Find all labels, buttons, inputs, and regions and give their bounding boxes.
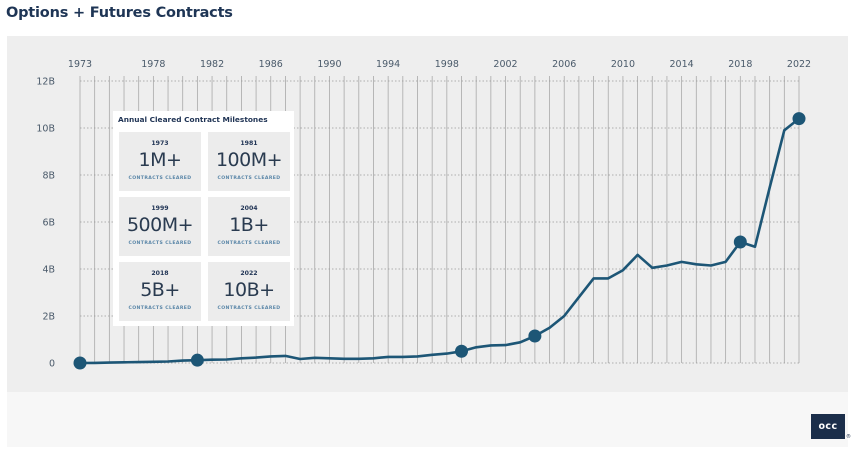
milestone-marker <box>455 344 469 358</box>
x-tick-label: 1973 <box>68 59 92 70</box>
milestone-value: 1B+ <box>229 214 269 236</box>
milestone-value: 100M+ <box>215 149 283 171</box>
y-tick-label: 6B <box>42 218 55 229</box>
milestones-title: Annual Cleared Contract Milestones <box>118 115 268 124</box>
milestone-value: 500M+ <box>126 214 194 236</box>
milestone-label: CONTRACTS CLEARED <box>128 241 192 246</box>
milestones-panel: Annual Cleared Contract Milestones 1973 … <box>113 111 294 326</box>
milestone-label: CONTRACTS CLEARED <box>217 176 281 181</box>
milestone-marker <box>528 329 542 343</box>
milestone-markers <box>73 112 806 370</box>
x-axis-ticks: 1973 1978 1982 1986 1990 1994 1998 2002 2006 2010… <box>68 59 811 70</box>
milestone-card-1973: 1973 1M+ CONTRACTS CLEARED <box>119 132 201 191</box>
occ-logo: occ <box>811 414 845 439</box>
x-tick-label: 1994 <box>376 59 400 70</box>
milestone-year: 2018 <box>151 270 169 277</box>
footer-bar <box>7 392 848 447</box>
milestone-marker <box>190 353 204 367</box>
milestone-marker <box>73 356 87 370</box>
milestone-card-1999: 1999 500M+ CONTRACTS CLEARED <box>119 197 201 256</box>
milestone-marker <box>733 235 747 249</box>
y-tick-label: 0 <box>49 359 55 370</box>
milestone-label: CONTRACTS CLEARED <box>128 176 192 181</box>
y-tick-label: 12B <box>36 77 55 88</box>
x-tick-label: 2010 <box>611 59 635 70</box>
x-tick-label: 1982 <box>200 59 224 70</box>
milestone-label: CONTRACTS CLEARED <box>217 306 281 311</box>
x-tick-label: 2014 <box>670 59 694 70</box>
x-tick-label: 1986 <box>259 59 283 70</box>
x-tick-label: 1998 <box>435 59 459 70</box>
milestone-value: 5B+ <box>140 279 180 301</box>
y-tick-label: 8B <box>42 171 55 182</box>
milestone-card-1981: 1981 100M+ CONTRACTS CLEARED <box>208 132 290 191</box>
y-tick-label: 2B <box>42 312 55 323</box>
x-tick-label: 1990 <box>317 59 341 70</box>
y-axis-ticks: 0 2B 4B 6B 8B 10B 12B <box>36 77 55 370</box>
milestone-year: 2022 <box>240 270 258 277</box>
x-tick-label: 2002 <box>493 59 517 70</box>
milestone-label: CONTRACTS CLEARED <box>128 306 192 311</box>
milestone-year: 2004 <box>240 205 258 212</box>
x-tick-label: 2018 <box>728 59 752 70</box>
milestone-year: 1981 <box>240 140 258 147</box>
milestone-card-2022: 2022 10B+ CONTRACTS CLEARED <box>208 262 290 321</box>
y-tick-label: 10B <box>36 124 55 135</box>
x-tick-label: 2022 <box>787 59 811 70</box>
milestone-year: 1999 <box>151 205 169 212</box>
milestone-label: CONTRACTS CLEARED <box>217 241 281 246</box>
x-tick-label: 2006 <box>552 59 576 70</box>
milestone-marker <box>792 112 806 126</box>
x-tick-label: 1978 <box>141 59 165 70</box>
page-title: Options + Futures Contracts <box>6 5 233 21</box>
milestone-value: 1M+ <box>138 149 182 171</box>
milestone-value: 10B+ <box>223 279 275 301</box>
y-tick-label: 4B <box>42 265 55 276</box>
milestone-year: 1973 <box>151 140 169 147</box>
milestone-card-2018: 2018 5B+ CONTRACTS CLEARED <box>119 262 201 321</box>
registered-mark: ® <box>846 434 851 440</box>
milestone-card-2004: 2004 1B+ CONTRACTS CLEARED <box>208 197 290 256</box>
